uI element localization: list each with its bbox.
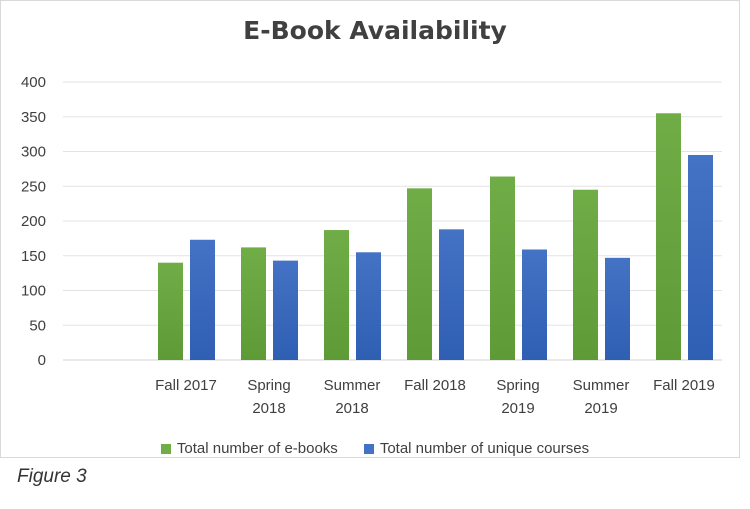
y-tick-label-0: 0 [38, 352, 46, 369]
legend-item-courses: Total number of unique courses [363, 440, 590, 457]
bar-courses-2 [356, 252, 381, 360]
bar-ebooks-2 [324, 230, 349, 360]
bar-ebooks-0 [158, 262, 183, 360]
x-tick-label-4-0: Spring [496, 377, 539, 394]
chart-title: E-Book Availability [243, 16, 507, 45]
y-tick-label-150: 150 [21, 248, 46, 265]
x-tick-label-1-1: 2018 [252, 400, 285, 417]
legend-swatch-ebooks [160, 443, 171, 454]
bar-ebooks-4 [490, 176, 515, 360]
bar-ebooks-5 [573, 189, 598, 360]
y-tick-label-250: 250 [21, 178, 46, 195]
y-tick-label-350: 350 [21, 109, 46, 126]
bar-courses-1 [273, 260, 298, 360]
x-tick-label-5-0: Summer [573, 377, 630, 394]
x-tick-label-2-0: Summer [324, 377, 381, 394]
x-tick-label-1-0: Spring [247, 377, 290, 394]
legend: Total number of e-books Total number of … [0, 440, 750, 457]
y-tick-label-300: 300 [21, 144, 46, 161]
bar-courses-5 [605, 257, 630, 360]
x-tick-label-5-1: 2019 [584, 400, 617, 417]
bar-ebooks-1 [241, 247, 266, 360]
bar-ebooks-3 [407, 188, 432, 360]
legend-label-ebooks: Total number of e-books [176, 440, 338, 457]
chart-frame [0, 0, 740, 458]
y-tick-label-400: 400 [21, 74, 46, 91]
bar-courses-4 [522, 249, 547, 360]
bar-courses-0 [190, 239, 215, 360]
bar-courses-6 [688, 154, 713, 360]
x-tick-label-6-0: Fall 2019 [653, 377, 715, 394]
legend-label-courses: Total number of unique courses [379, 440, 590, 457]
bar-chart: 0 50 100 150 200 250 300 350 400 Fall 2017 Spring 2… [21, 74, 722, 417]
y-tick-label-200: 200 [21, 213, 46, 230]
figure-caption: Figure 3 [17, 466, 87, 487]
x-tick-label-3-0: Fall 2018 [404, 377, 466, 394]
x-tick-label-0-0: Fall 2017 [155, 377, 217, 394]
legend-swatch-courses [363, 443, 374, 454]
x-tick-label-2-1: 2018 [335, 400, 368, 417]
legend-item-ebooks: Total number of e-books [160, 440, 338, 457]
y-tick-label-50: 50 [29, 317, 46, 334]
x-tick-label-4-1: 2019 [501, 400, 534, 417]
bar-courses-3 [439, 229, 464, 360]
bar-ebooks-6 [656, 113, 681, 361]
y-tick-label-100: 100 [21, 283, 46, 300]
